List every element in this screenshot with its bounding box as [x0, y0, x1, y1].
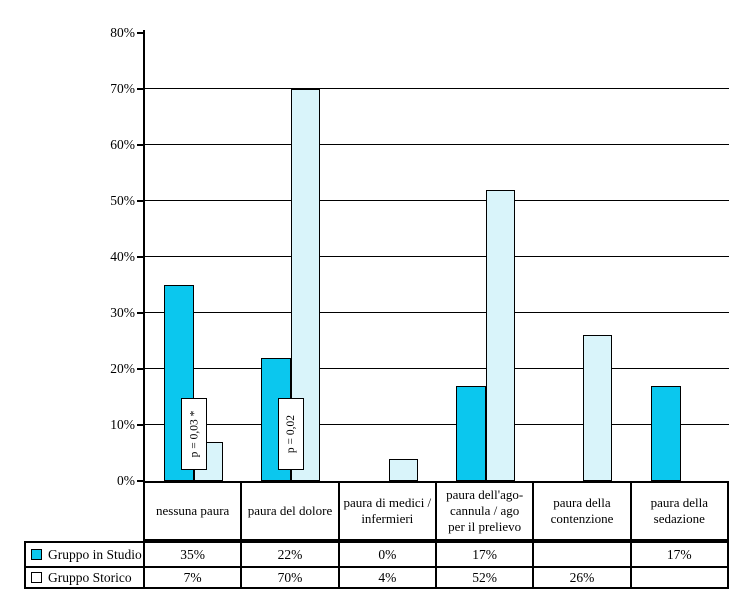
- table-row: Gruppo in Studio 35% 22% 0% 17% 17%: [26, 543, 727, 568]
- y-axis-tick-mark: [137, 312, 143, 314]
- bar-gruppo-storico: [389, 459, 418, 481]
- category-header-cell: paura della contenzione: [534, 483, 632, 539]
- category-header-row: nessuna paura paura del dolore paura di me…: [143, 481, 729, 541]
- bar-gruppo-in-studio: [651, 386, 681, 481]
- y-axis-tick-mark: [137, 368, 143, 370]
- legend-marker: [31, 572, 42, 583]
- table-value-cell: 70%: [242, 568, 340, 587]
- gridline: [145, 312, 729, 313]
- category-header-cell: paura di medici / infermieri: [340, 483, 437, 539]
- table-value-cell: 52%: [437, 568, 535, 587]
- y-axis-tick-mark: [137, 88, 143, 90]
- table-value-cell: 26%: [534, 568, 632, 587]
- table-value-cell: 0%: [340, 543, 437, 566]
- gridline: [145, 368, 729, 369]
- p-value-text: p = 0,03 *: [188, 410, 200, 458]
- table-value-cell: 7%: [145, 568, 243, 587]
- table-value-cell: 22%: [242, 543, 340, 566]
- y-axis-tick-label: 0%: [117, 473, 135, 488]
- y-axis-line: [143, 30, 145, 481]
- table-value-cell: [632, 568, 727, 587]
- y-axis-tick-label: 50%: [110, 193, 135, 208]
- y-axis-tick-mark: [137, 144, 143, 146]
- legend-marker: [31, 549, 42, 560]
- gridline: [145, 88, 729, 89]
- gridline: [145, 200, 729, 201]
- y-axis-tick-mark: [137, 256, 143, 258]
- bar-gruppo-in-studio: [456, 386, 486, 481]
- legend-label: Gruppo Storico: [48, 569, 132, 585]
- bar-gruppo-storico: [583, 335, 612, 481]
- table-value-cell: [534, 543, 632, 566]
- table-value-cell: 17%: [437, 543, 535, 566]
- gridline: [145, 424, 729, 425]
- category-header-cell: nessuna paura: [145, 483, 243, 539]
- p-value-annotation: p = 0,03 *: [181, 398, 207, 470]
- gridline: [145, 256, 729, 257]
- y-axis-tick-label: 20%: [110, 361, 135, 376]
- legend-cell: Gruppo Storico: [26, 568, 145, 587]
- category-header-cell: paura dell'ago- cannula / ago per il pre…: [437, 483, 535, 539]
- p-value-text: p = 0,02: [285, 414, 297, 454]
- category-header-cell: paura della sedazione: [650, 495, 708, 526]
- data-table: Gruppo in Studio 35% 22% 0% 17% 17% Gruppo Sto…: [24, 541, 729, 589]
- y-axis-tick-mark: [137, 32, 143, 34]
- category-header-cell: paura del dolore: [242, 483, 340, 539]
- y-axis-tick-label: 30%: [110, 305, 135, 320]
- table-value-cell: 4%: [340, 568, 437, 587]
- table-row: Gruppo Storico 7% 70% 4% 52% 26%: [26, 568, 727, 587]
- y-axis-tick-mark: [137, 200, 143, 202]
- table-value-cell: 17%: [666, 546, 692, 562]
- y-axis-tick-mark: [137, 480, 143, 482]
- y-axis-tick-label: 10%: [110, 417, 135, 432]
- y-axis-tick-label: 70%: [110, 81, 135, 96]
- gridline: [145, 144, 729, 145]
- bar-gruppo-storico: [486, 190, 515, 481]
- y-axis-tick-label: 40%: [110, 249, 135, 264]
- y-axis-tick-label: 60%: [110, 137, 135, 152]
- plot-area: p = 0,03 * p = 0,02: [145, 33, 729, 481]
- legend-cell: Gruppo in Studio: [26, 543, 145, 566]
- legend-label: Gruppo in Studio: [48, 546, 142, 562]
- y-axis-tick-mark: [137, 424, 143, 426]
- table-value-cell: 35%: [145, 543, 243, 566]
- p-value-annotation: p = 0,02: [278, 398, 304, 470]
- y-axis-tick-label: 80%: [110, 25, 135, 40]
